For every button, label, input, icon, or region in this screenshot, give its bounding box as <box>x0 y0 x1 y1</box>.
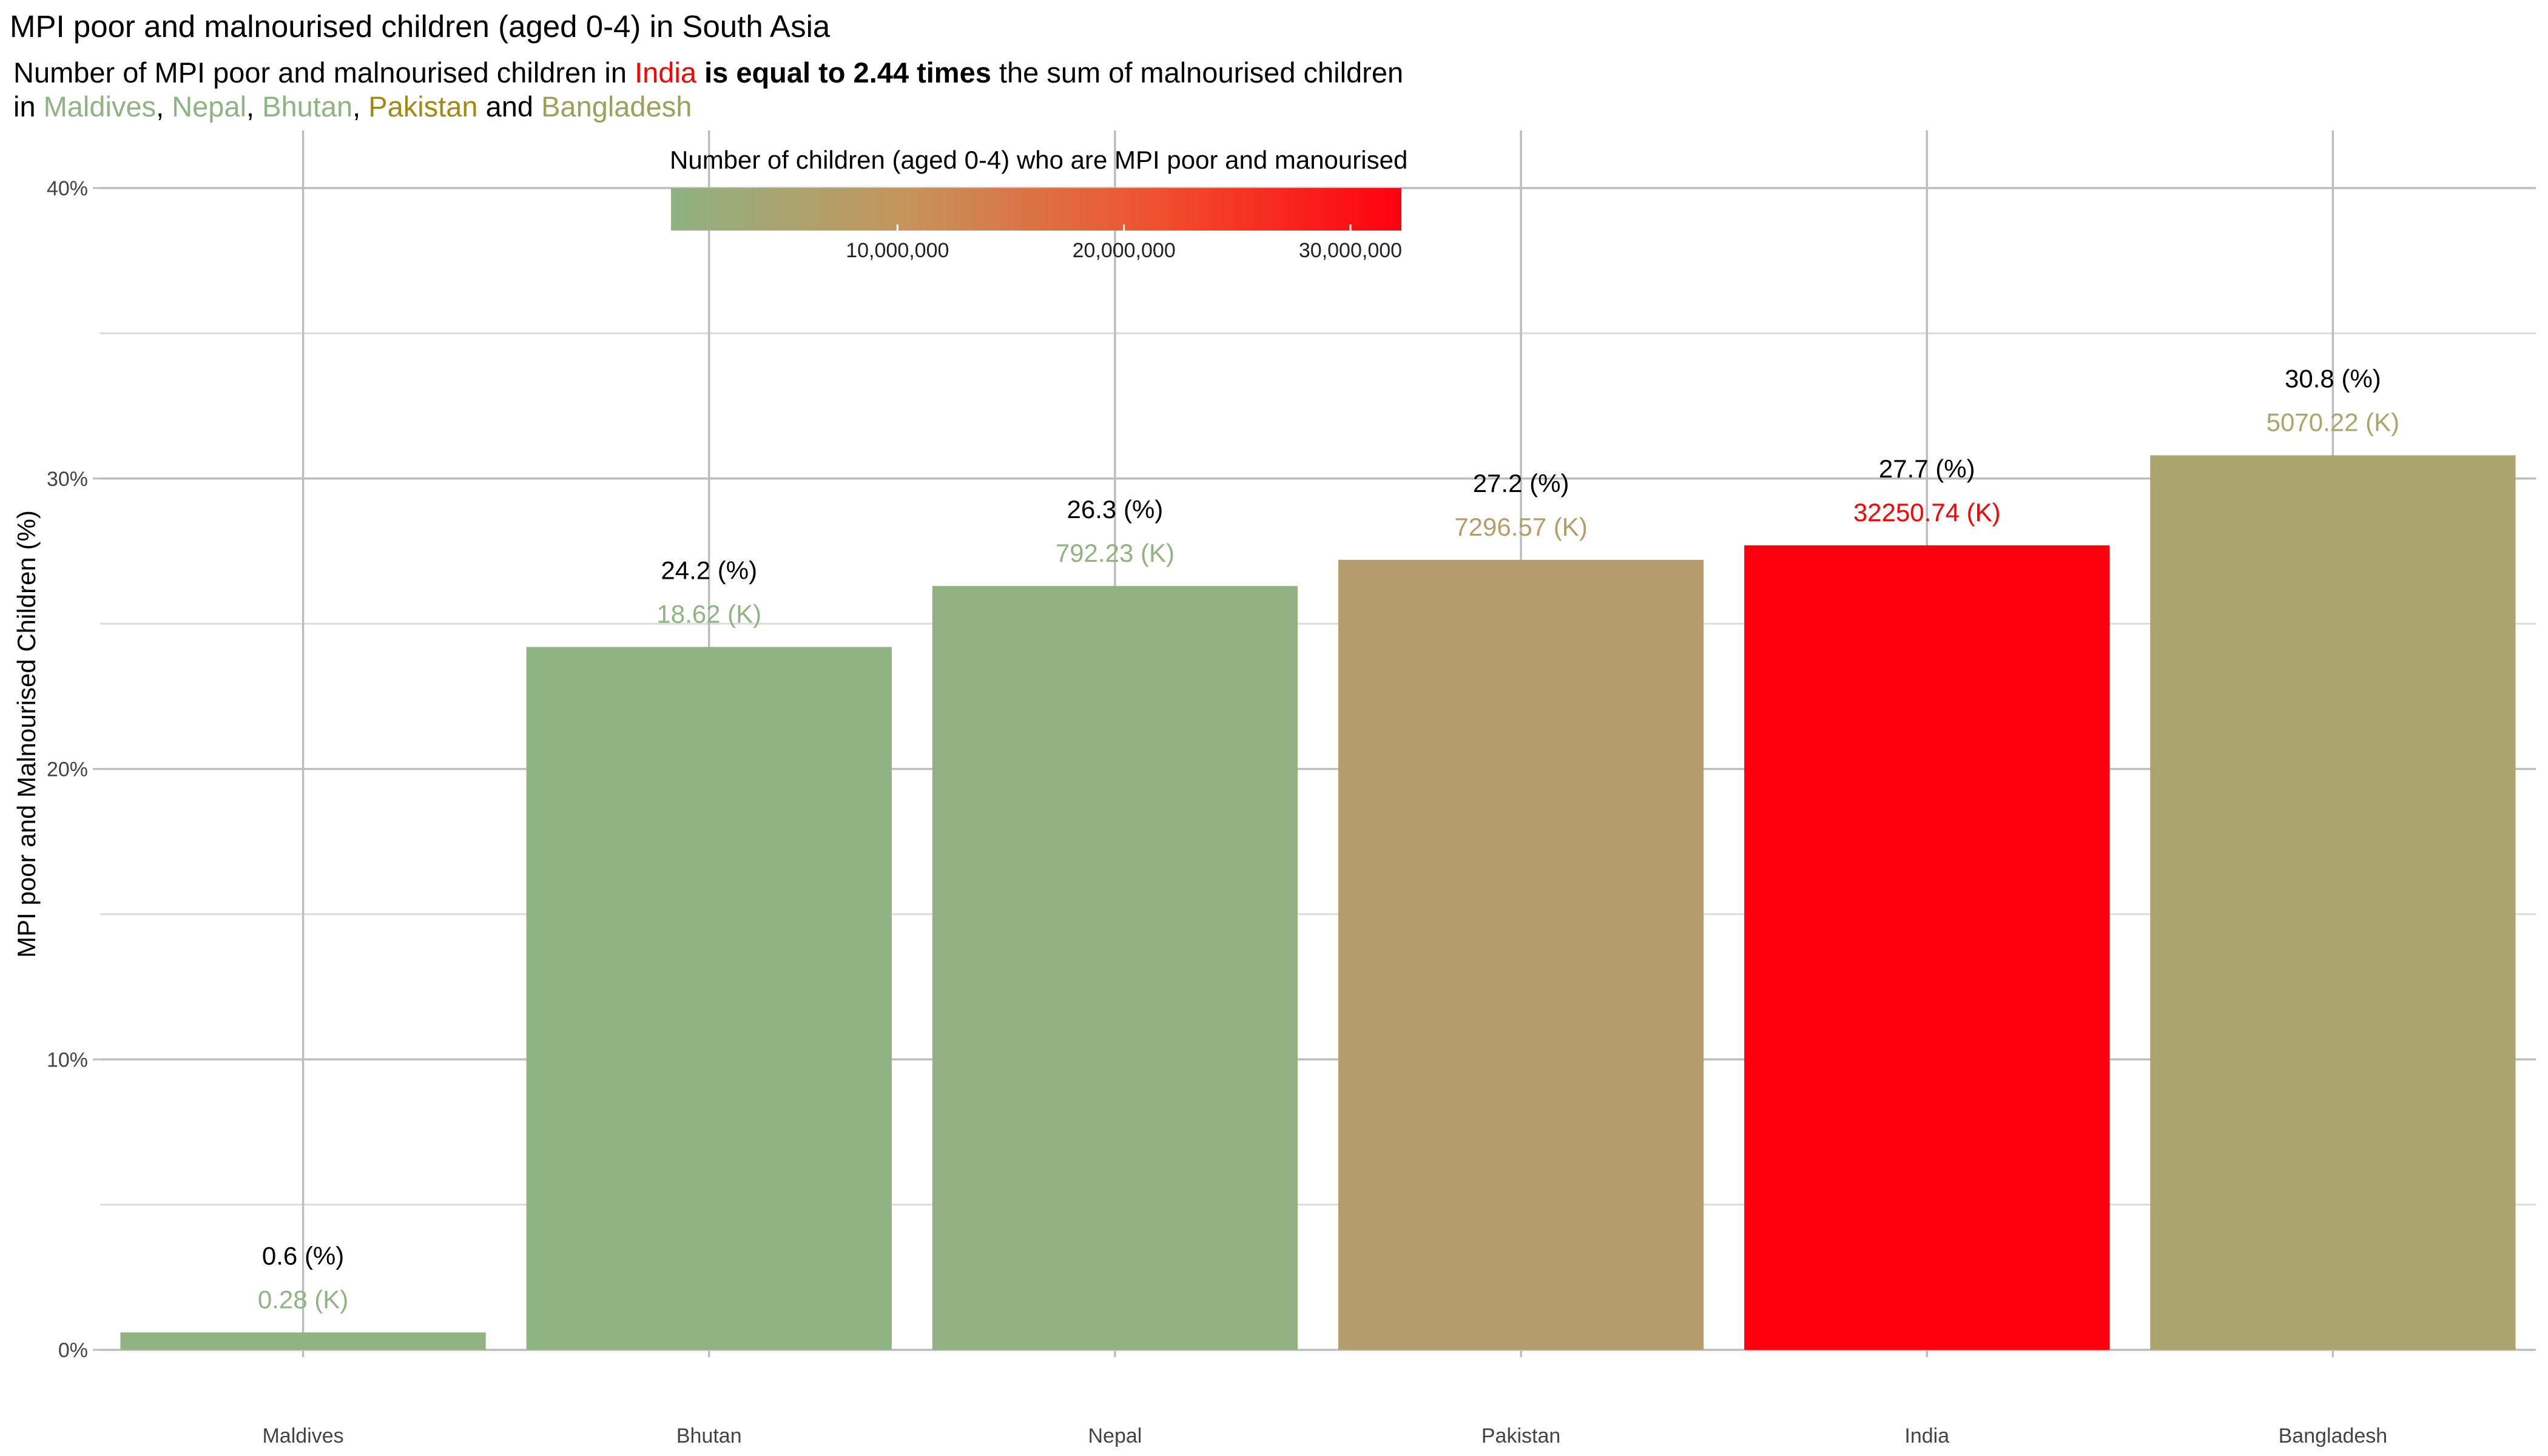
percent-label: 27.2 (%) <box>1473 469 1569 497</box>
y-tick-label: 40% <box>47 177 88 200</box>
subtitle-bhutan: Bhutan <box>262 90 353 123</box>
color-legend: 10,000,000 20,000,000 30,000,000 <box>671 188 1402 262</box>
subtitle-suffix: the sum of malnourised children <box>991 56 1404 89</box>
count-label: 18.62 (K) <box>656 599 761 628</box>
subtitle-sep-2: , <box>246 90 263 123</box>
subtitle-bangladesh: Bangladesh <box>541 90 692 123</box>
subtitle-maldives: Maldives <box>43 90 157 123</box>
subtitle-in: in <box>13 90 44 123</box>
legend-tick-label: 30,000,000 <box>1299 239 1402 262</box>
chart-subtitle: Number of MPI poor and malnourised child… <box>13 56 1403 124</box>
percent-label: 24.2 (%) <box>661 556 757 584</box>
x-tick-label: Maldives <box>262 1424 343 1448</box>
chart-title: MPI poor and malnourised children (aged … <box>10 9 831 44</box>
subtitle-nepal: Nepal <box>172 90 247 123</box>
count-label: 32250.74 (K) <box>1853 498 2001 527</box>
subtitle-sep-1: , <box>156 90 172 123</box>
y-tick-label: 0% <box>58 1339 88 1362</box>
x-tick-label: Nepal <box>1088 1424 1142 1448</box>
x-tick-label: Bangladesh <box>2279 1424 2388 1448</box>
subtitle-prefix: Number of MPI poor and malnourised child… <box>13 56 635 89</box>
y-tick-label: 10% <box>47 1048 88 1071</box>
subtitle-line-1: Number of MPI poor and malnourised child… <box>13 56 1403 90</box>
subtitle-pakistan: Pakistan <box>368 90 478 123</box>
legend-tick-label: 10,000,000 <box>846 239 949 262</box>
bar-bangladesh <box>2150 455 2516 1350</box>
x-tick-label: Bhutan <box>676 1424 742 1448</box>
percent-label: 0.6 (%) <box>262 1241 344 1270</box>
count-label: 792.23 (K) <box>1056 539 1175 567</box>
subtitle-sep-3: , <box>352 90 369 123</box>
count-label: 0.28 (K) <box>258 1285 348 1313</box>
legend-title: Number of children (aged 0-4) who are MP… <box>670 146 1408 174</box>
legend-tick-label: 20,000,000 <box>1073 239 1176 262</box>
subtitle-line-2: in Maldives, Nepal, Bhutan, Pakistan and… <box>13 90 1403 124</box>
legend-colorbar <box>671 188 1401 231</box>
y-tick-label: 30% <box>47 468 88 491</box>
bar-maldives <box>120 1332 486 1350</box>
bar-pakistan <box>1338 559 1704 1350</box>
bar-nepal <box>932 585 1298 1350</box>
bar-india <box>1744 545 2110 1350</box>
bars <box>120 455 2516 1350</box>
percent-label: 26.3 (%) <box>1067 495 1164 524</box>
data-labels: 0.28 (K) 0.6 (%) 18.62 (K) 24.2 (%) 792.23 (… <box>258 364 2399 1313</box>
bar-bhutan <box>526 647 892 1350</box>
y-tick-label: 20% <box>47 758 88 781</box>
percent-label: 27.7 (%) <box>1879 454 1975 483</box>
x-tick-label: Pakistan <box>1481 1424 1560 1448</box>
axes: 0% 10% 20% 30% 40% Maldives Bhutan Nepal Pakista… <box>47 177 2387 1448</box>
count-label: 7296.57 (K) <box>1454 513 1587 541</box>
percent-label: 30.8 (%) <box>2285 364 2381 393</box>
y-axis-label: MPI poor and Malnourised Children (%) <box>12 510 41 958</box>
subtitle-and: and <box>477 90 542 123</box>
count-label: 5070.22 (K) <box>2267 408 2399 436</box>
x-tick-label: India <box>1904 1424 1949 1448</box>
subtitle-india: India <box>635 56 696 89</box>
subtitle-ratio: is equal to 2.44 times <box>704 56 991 89</box>
